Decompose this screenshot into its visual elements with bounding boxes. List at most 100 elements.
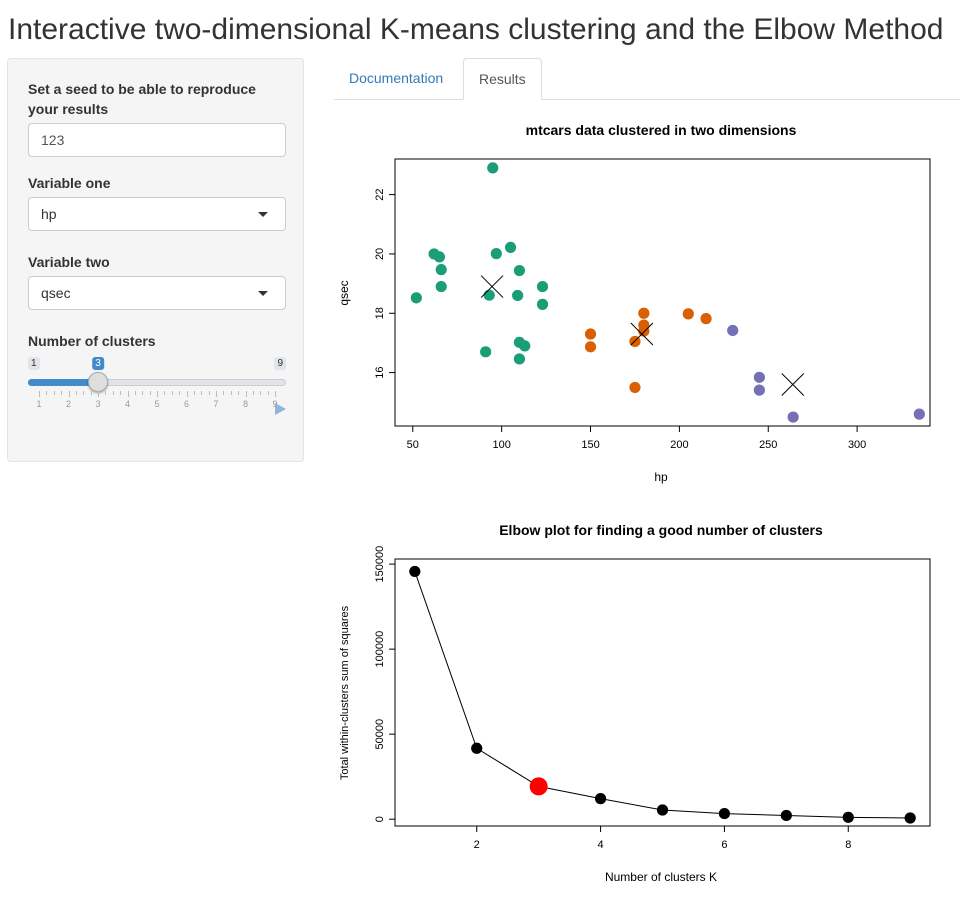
scatter-point-cluster-1 [504, 241, 517, 254]
slider-tick [46, 391, 48, 395]
scatter-point-cluster-3 [753, 371, 765, 383]
slider-tick [164, 391, 166, 395]
slider-tick [186, 391, 188, 397]
scatter-title: mtcars data clustered in two dimensions [526, 122, 797, 138]
elbow-x-tick-label: 4 [598, 839, 604, 851]
scatter-point-cluster-2 [638, 307, 650, 319]
variable-two-value: qsec [41, 285, 71, 301]
slider-handle[interactable] [88, 372, 108, 392]
slider-tick [223, 391, 225, 395]
scatter-chart: mtcars data clustered in two dimensions … [337, 122, 931, 484]
slider-tick [83, 391, 85, 395]
slider-tick [120, 391, 122, 395]
scatter-x-tick-label: 300 [848, 439, 866, 451]
elbow-y-tick-label: 150000 [374, 546, 386, 583]
scatter-point-cluster-1 [487, 162, 499, 174]
elbow-ylabel: Total within-clusters sum of squares [339, 605, 351, 780]
slider-tick [75, 391, 77, 395]
slider-max-label: 9 [274, 357, 286, 370]
elbow-point-selected [529, 777, 548, 796]
slider-tick [90, 391, 92, 395]
scatter-point-cluster-2 [584, 341, 597, 353]
slider-tick [134, 391, 136, 395]
elbow-point [842, 811, 854, 823]
elbow-y-tick-label: 0 [374, 816, 386, 822]
slider-tick-label: 4 [124, 399, 131, 409]
elbow-point [594, 793, 607, 805]
slider-min-label: 1 [28, 357, 40, 370]
elbow-point [718, 807, 731, 820]
scatter-point-cluster-2 [638, 319, 650, 331]
slider-tick-label: 3 [95, 399, 101, 409]
seed-input[interactable] [28, 123, 286, 157]
scatter-point-cluster-1 [433, 251, 446, 263]
seed-label: Set a seed to be able to reproduce [28, 81, 256, 97]
scatter-point-cluster-1 [536, 298, 549, 310]
elbow-xlabel: Number of clusters K [605, 870, 717, 884]
seed-label-cont: your results [28, 101, 109, 117]
slider-tick [157, 391, 158, 397]
elbow-x-tick-label: 8 [845, 839, 851, 851]
scatter-y-tick-label: 22 [374, 188, 386, 200]
slider-tick [260, 391, 262, 395]
variable-one-select[interactable]: hp [28, 197, 286, 231]
scatter-x-tick-label: 50 [407, 439, 419, 451]
slider-tick-label: 7 [213, 399, 219, 409]
scatter-point-cluster-1 [519, 340, 531, 352]
scatter-plot-frame [394, 158, 931, 427]
caret-down-icon [258, 291, 268, 296]
slider-tick-label: 2 [65, 399, 72, 409]
slider-tick [53, 391, 55, 395]
scatter-y-tick-label: 18 [374, 307, 386, 319]
slider-tick [39, 391, 40, 397]
slider-tick [149, 391, 151, 395]
slider-tick [61, 391, 63, 395]
slider-tick-label: 1 [36, 399, 42, 409]
slider-tick [112, 391, 114, 395]
elbow-point [471, 742, 483, 754]
scatter-x-tick-label: 100 [492, 439, 510, 451]
scatter-ylabel: qsec [337, 280, 351, 305]
slider-tick [252, 391, 254, 395]
elbow-point [904, 812, 916, 824]
slider-fill [28, 379, 98, 386]
slider-tick [267, 391, 269, 395]
scatter-point-cluster-1 [490, 248, 502, 260]
play-icon[interactable] [275, 403, 286, 415]
scatter-point-cluster-1 [483, 289, 495, 301]
slider-tick [68, 391, 70, 397]
slider-tick-label: 5 [154, 399, 160, 409]
tab-documentation[interactable]: Documentation [349, 70, 444, 86]
slider-tick [201, 391, 203, 395]
scatter-y-tick-label: 16 [374, 366, 386, 378]
slider-tick [171, 391, 173, 395]
elbow-chart: Elbow plot for finding a good number of … [339, 522, 931, 884]
elbow-y-tick-label: 50000 [374, 719, 386, 750]
variable-two-select[interactable]: qsec [28, 276, 286, 310]
slider-tick [208, 391, 210, 395]
scatter-x-tick-label: 200 [670, 439, 688, 451]
slider-tick [216, 391, 217, 397]
variable-one-label: Variable one [28, 175, 111, 191]
elbow-plot-frame [394, 558, 931, 827]
tab-bar: Documentation Results [334, 58, 960, 100]
slider-tick-label: 8 [242, 399, 249, 409]
sidebar-panel: Set a seed to be able to reproduce your … [7, 58, 304, 462]
slider-value-label: 3 [92, 357, 104, 370]
clusters-label: Number of clusters [28, 333, 156, 349]
scatter-point-cluster-2 [629, 381, 641, 394]
slider-tick [105, 391, 107, 395]
scatter-point-cluster-1 [480, 346, 492, 358]
scatter-x-tick-label: 150 [581, 439, 599, 451]
scatter-point-cluster-1 [536, 280, 549, 293]
slider-tick-label: 6 [183, 399, 190, 409]
cluster-center-marker [781, 373, 805, 396]
scatter-x-tick-label: 250 [759, 439, 777, 451]
scatter-xlabel: hp [654, 470, 668, 484]
scatter-point-cluster-1 [410, 292, 422, 304]
variable-two-label: Variable two [28, 254, 110, 270]
page-title: Interactive two-dimensional K-means clus… [8, 13, 944, 46]
tab-results[interactable]: Results [463, 58, 542, 100]
